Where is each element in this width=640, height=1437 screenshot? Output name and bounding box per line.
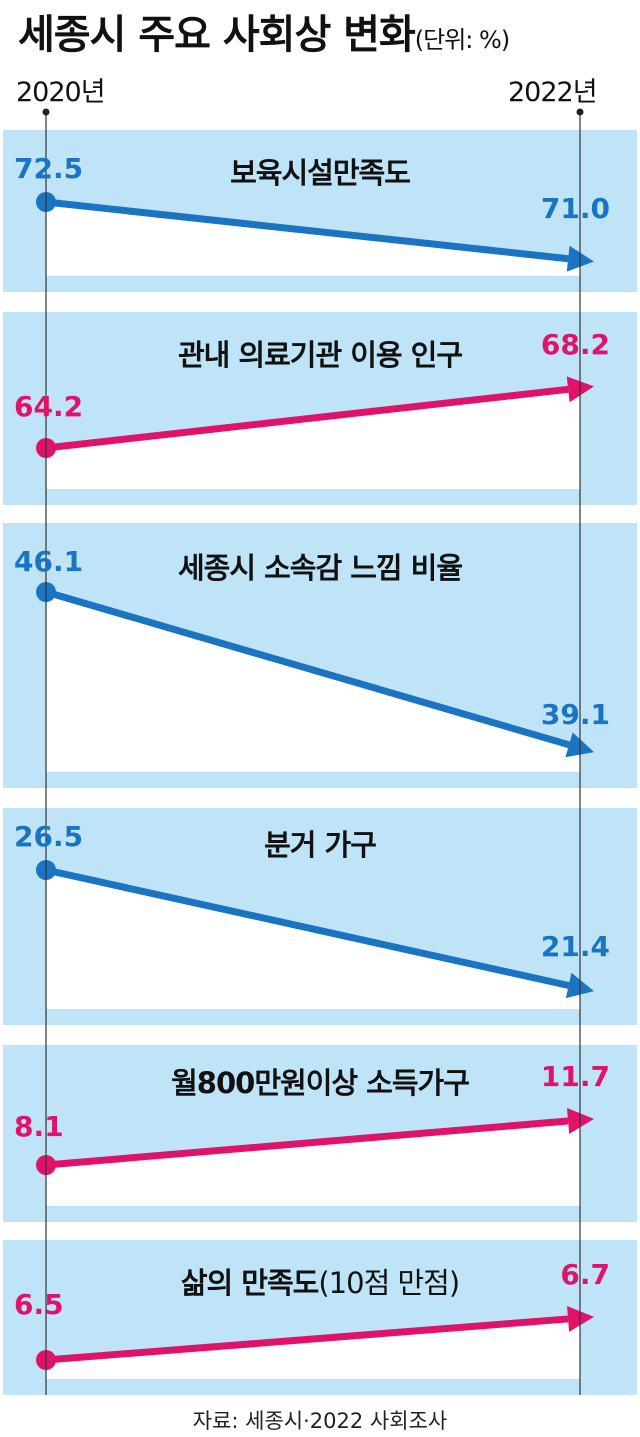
panel-title-text: 삶의 만족도 [180, 1266, 319, 1300]
panel-title: 관내 의료기관 이용 인구 [177, 332, 463, 374]
value-label-2020: 46.1 [14, 545, 84, 578]
panel-title: 분거 가구 [264, 822, 377, 864]
slope-line [45, 866, 570, 989]
value-label-2020: 8.1 [14, 1110, 64, 1143]
value-label-2022: 21.4 [540, 930, 610, 963]
panel-white-area [46, 1120, 580, 1206]
value-label-2022: 71.0 [540, 192, 610, 225]
slope-line [45, 1315, 569, 1364]
panel-title-text: 세종시 소속감 느낌 비율 [177, 551, 463, 585]
value-label-2022: 39.1 [540, 698, 610, 731]
panel-white-area [46, 388, 580, 489]
panel-title-text: 관내 의료기관 이용 인구 [177, 338, 463, 372]
value-label-2020: 64.2 [14, 390, 84, 423]
panel-title: 월800만원이상 소득가구 [171, 1060, 470, 1102]
panel-white-area [46, 202, 580, 276]
slope-line [45, 588, 571, 749]
panel-title: 보육시설만족도 [230, 150, 411, 192]
slope-line [45, 385, 569, 452]
value-label-2020: 72.5 [14, 152, 84, 185]
panel-title: 세종시 소속감 느낌 비율 [177, 545, 463, 587]
value-label-2020: 6.5 [14, 1288, 64, 1321]
year-label-start: 2020년 [16, 77, 106, 108]
chart-title: 세종시 주요 사회상 변화(단위: %) [18, 2, 510, 60]
panel-white-area [46, 1318, 580, 1379]
panel-title: 삶의 만족도(10점 만점) [180, 1260, 460, 1302]
unit-label: (단위: %) [414, 26, 510, 54]
panel-title-note: (10점 만점) [318, 1266, 460, 1300]
value-label-2022: 6.7 [560, 1258, 610, 1291]
slope-line [45, 198, 569, 263]
panel-title-text: 보육시설만족도 [230, 156, 411, 190]
value-label-2022: 11.7 [540, 1060, 610, 1093]
value-label-2020: 26.5 [14, 820, 84, 853]
panel-white-area [46, 870, 580, 1009]
value-label-2022: 68.2 [540, 328, 610, 361]
source-note: 자료: 세종시·2022 사회조사 [192, 1409, 448, 1433]
axis-dot [576, 108, 584, 116]
axis-dot [42, 108, 50, 116]
panel-white-area [46, 592, 580, 772]
title-text: 세종시 주요 사회상 변화 [18, 12, 416, 58]
panel-title-text: 분거 가구 [264, 828, 377, 862]
year-label-end: 2022년 [508, 77, 598, 108]
panel-title-text: 월800만원이상 소득가구 [171, 1066, 470, 1100]
slope-line [45, 1117, 569, 1169]
